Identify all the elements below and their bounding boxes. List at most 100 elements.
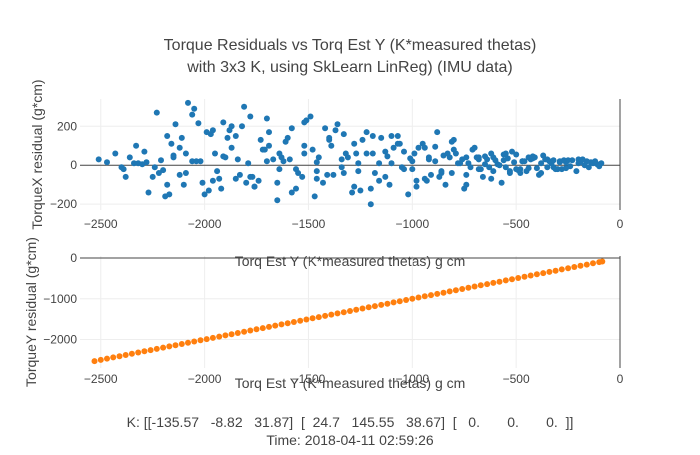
data-point — [176, 171, 183, 178]
data-point — [369, 133, 376, 139]
data-point — [122, 352, 129, 358]
data-point — [413, 183, 420, 190]
y-tick-label: 0 — [70, 158, 77, 172]
data-point — [330, 171, 337, 178]
timestamp-text: Time: 2018-04-11 02:59:26 — [266, 432, 434, 448]
data-point — [340, 309, 347, 316]
data-point — [436, 173, 443, 180]
data-point — [351, 140, 358, 147]
data-point — [351, 183, 358, 190]
data-point — [222, 154, 229, 161]
data-point — [212, 150, 218, 157]
data-point — [415, 144, 422, 151]
data-point — [239, 123, 245, 130]
data-point — [334, 121, 341, 128]
data-point — [328, 142, 335, 149]
data-point — [353, 150, 360, 157]
data-point — [253, 326, 260, 333]
chart-title-line1: Torque Residuals vs Torq Est Y (K*measur… — [164, 37, 537, 54]
data-point — [519, 158, 526, 165]
data-point — [284, 320, 291, 327]
data-point — [388, 160, 395, 167]
data-point — [176, 144, 183, 151]
data-point — [473, 154, 480, 161]
data-point — [533, 271, 540, 278]
data-point — [209, 177, 216, 184]
data-point — [278, 321, 285, 328]
data-point — [218, 185, 225, 192]
data-point — [241, 103, 248, 110]
data-point — [243, 179, 250, 186]
data-point — [490, 279, 497, 286]
data-point — [170, 154, 177, 161]
data-point — [135, 349, 142, 356]
data-point — [143, 159, 150, 166]
data-point — [560, 157, 567, 164]
x-tick-label: −500 — [503, 372, 530, 386]
data-point — [363, 129, 370, 136]
data-point — [428, 292, 434, 299]
data-point — [409, 158, 416, 165]
data-point — [155, 170, 162, 176]
data-point — [147, 347, 154, 354]
x-tick-label: −2000 — [188, 372, 222, 386]
y-axis-label: TorqueX residual (g*cm) — [29, 79, 45, 229]
data-point — [251, 183, 258, 190]
data-point — [446, 288, 453, 295]
data-point — [324, 171, 331, 178]
data-point — [205, 187, 212, 194]
data-point — [446, 154, 453, 161]
data-point — [440, 152, 447, 159]
data-point — [511, 159, 518, 166]
x-tick-label: −1000 — [395, 372, 429, 386]
data-point — [209, 127, 216, 134]
data-point — [241, 328, 248, 335]
data-point — [245, 160, 252, 167]
data-point — [224, 134, 231, 141]
data-point — [498, 179, 505, 186]
y-tick-label: −2000 — [43, 332, 77, 346]
data-point — [299, 173, 306, 180]
data-point — [334, 310, 341, 317]
data-point — [479, 173, 486, 180]
data-point — [185, 99, 191, 106]
data-point — [425, 154, 432, 161]
data-point — [371, 303, 378, 310]
data-point — [448, 170, 455, 176]
data-point — [286, 156, 293, 163]
data-point — [477, 166, 484, 173]
data-point — [276, 166, 283, 173]
data-point — [459, 286, 466, 292]
data-point — [263, 115, 270, 122]
data-point — [311, 193, 318, 200]
data-point — [434, 290, 441, 297]
data-point — [274, 179, 281, 186]
data-point — [203, 129, 210, 136]
chart-title-line2: with 3x3 K, using SkLearn LinReg) (IMU d… — [186, 59, 512, 76]
data-point — [590, 260, 596, 267]
data-point — [388, 133, 395, 139]
y-tick-label: 0 — [70, 251, 77, 265]
data-point — [338, 164, 345, 171]
data-point — [363, 150, 370, 157]
data-point — [309, 146, 316, 153]
data-point — [228, 331, 235, 338]
data-point — [288, 189, 295, 196]
data-point — [421, 144, 428, 151]
data-point — [382, 173, 389, 180]
data-point — [160, 167, 167, 174]
data-point — [477, 282, 484, 289]
data-point — [390, 144, 397, 151]
data-point — [272, 322, 279, 329]
x-tick-label: −2500 — [84, 217, 118, 231]
data-point — [340, 131, 347, 138]
data-point — [565, 265, 572, 272]
data-point — [558, 266, 565, 273]
data-point — [421, 293, 428, 300]
data-point — [513, 151, 520, 158]
data-point — [378, 301, 385, 308]
data-point — [236, 171, 243, 178]
data-point — [384, 300, 391, 307]
data-point — [440, 289, 447, 296]
